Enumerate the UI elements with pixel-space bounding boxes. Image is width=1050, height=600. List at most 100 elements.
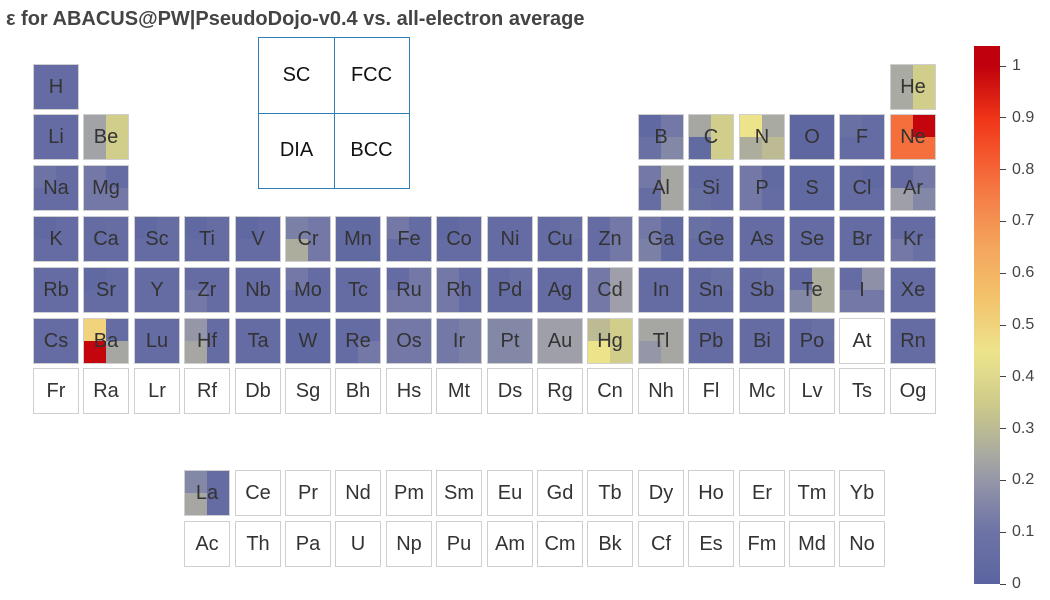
quadrant-sc <box>286 217 308 239</box>
quadrant-sc <box>488 268 510 290</box>
element-cell-cm: Cm <box>537 521 583 567</box>
element-cell-tc: Tc <box>335 267 381 313</box>
quadrant-bcc <box>157 290 179 312</box>
element-symbol: I <box>859 278 865 301</box>
element-cell-rb: Rb <box>33 267 79 313</box>
quadrant-fcc <box>762 217 784 239</box>
quadrant-dia <box>689 188 711 210</box>
element-symbol: Hg <box>597 329 623 352</box>
quadrant-fcc <box>157 319 179 341</box>
quadrant-dia <box>588 290 610 312</box>
element-cell-fm: Fm <box>739 521 785 567</box>
quadrant-sc <box>236 268 258 290</box>
element-cell-db: Db <box>235 368 281 414</box>
quadrant-sc <box>286 268 308 290</box>
element-cell-cd: Cd <box>587 267 633 313</box>
element-cell-mt: Mt <box>436 368 482 414</box>
element-symbol: Cu <box>547 227 573 250</box>
element-cell-n: N <box>739 114 785 160</box>
colorbar-tick-label: 0.2 <box>1012 471 1035 489</box>
quadrant-sc <box>740 166 762 188</box>
quadrant-bcc <box>913 239 935 261</box>
quadrant-bcc <box>56 290 78 312</box>
element-cell-hf: Hf <box>184 318 230 364</box>
element-cell-ar: Ar <box>890 165 936 211</box>
element-cell-cl: Cl <box>839 165 885 211</box>
element-symbol: Br <box>852 227 872 250</box>
colorbar-tick <box>1000 428 1006 430</box>
quadrant-bcc <box>610 290 632 312</box>
element-cell-y: Y <box>134 267 180 313</box>
quadrant-dia <box>34 87 56 109</box>
element-symbol: Pr <box>298 481 318 504</box>
quadrant-bcc <box>308 290 330 312</box>
quadrant-bcc <box>56 188 78 210</box>
element-symbol: Mc <box>748 379 776 402</box>
element-cell-ge: Ge <box>688 216 734 262</box>
quadrant-sc <box>588 217 610 239</box>
quadrant-sc <box>639 319 661 341</box>
element-cell-cr: Cr <box>285 216 331 262</box>
quadrant-dia <box>689 137 711 159</box>
quadrant-fcc <box>661 166 683 188</box>
quadrant-bcc <box>207 341 229 363</box>
quadrant-dia <box>135 341 157 363</box>
quadrant-sc <box>135 217 157 239</box>
quadrant-bcc <box>258 239 280 261</box>
quadrant-dia <box>387 341 409 363</box>
quadrant-dia <box>891 188 913 210</box>
quadrant-sc <box>84 268 106 290</box>
quadrant-dia <box>34 188 56 210</box>
element-cell-eu: Eu <box>487 470 533 516</box>
element-cell-og: Og <box>890 368 936 414</box>
quadrant-fcc <box>862 268 884 290</box>
quadrant-dia <box>336 290 358 312</box>
colorbar-tick <box>1000 117 1006 119</box>
quadrant-fcc <box>711 268 733 290</box>
element-symbol: Db <box>245 379 271 402</box>
quadrant-sc <box>689 115 711 137</box>
element-symbol: P <box>755 176 769 199</box>
quadrant-sc <box>891 115 913 137</box>
element-cell-v: V <box>235 216 281 262</box>
quadrant-fcc <box>812 115 834 137</box>
element-cell-co: Co <box>436 216 482 262</box>
quadrant-bcc <box>510 239 532 261</box>
quadrant-fcc <box>106 115 128 137</box>
quadrant-fcc <box>459 319 481 341</box>
element-cell-ru: Ru <box>386 267 432 313</box>
quadrant-bcc <box>661 239 683 261</box>
element-cell-bk: Bk <box>587 521 633 567</box>
element-symbol: Bh <box>345 379 371 402</box>
colorbar-tick <box>1000 479 1006 481</box>
quadrant-sc <box>84 115 106 137</box>
quadrant-fcc <box>711 166 733 188</box>
quadrant-dia <box>286 290 308 312</box>
quadrant-bcc <box>510 341 532 363</box>
element-symbol: K <box>49 227 63 250</box>
quadrant-fcc <box>258 268 280 290</box>
element-symbol: Sc <box>145 227 169 250</box>
element-cell-ag: Ag <box>537 267 583 313</box>
quadrant-fcc <box>207 268 229 290</box>
quadrant-sc <box>34 166 56 188</box>
element-cell-te: Te <box>789 267 835 313</box>
quadrant-dia <box>488 290 510 312</box>
element-cell-ta: Ta <box>235 318 281 364</box>
element-cell-fl: Fl <box>688 368 734 414</box>
element-cell-ga: Ga <box>638 216 684 262</box>
quadrant-bcc <box>661 341 683 363</box>
element-symbol: Pt <box>500 329 520 352</box>
element-symbol: Fr <box>46 379 66 402</box>
element-cell-ho: Ho <box>688 470 734 516</box>
colorbar-tick <box>1000 220 1006 222</box>
quadrant-sc <box>689 319 711 341</box>
quadrant-fcc <box>157 217 179 239</box>
quadrant-sc <box>790 319 812 341</box>
quadrant-fcc <box>762 319 784 341</box>
quadrant-dia <box>387 239 409 261</box>
element-symbol: Os <box>396 329 422 352</box>
element-symbol: Mn <box>344 227 372 250</box>
quadrant-bcc <box>913 188 935 210</box>
element-cell-tb: Tb <box>587 470 633 516</box>
